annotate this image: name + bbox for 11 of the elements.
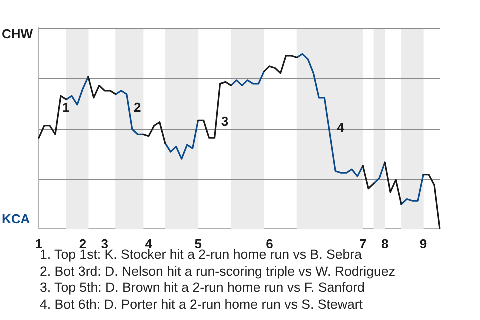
annotation: 1	[62, 100, 70, 115]
text: 3. Top 5th: D. Brown hit a 2-run home run vs F. Sanford	[40, 280, 366, 296]
text: CHW	[2, 26, 34, 42]
annotation: 4	[337, 120, 346, 136]
annotation: 2	[134, 100, 142, 115]
text: KCA	[2, 212, 31, 227]
text: 2. Bot 3rd: D. Nelson hit a run-scoring triple vs W. Rodriguez	[40, 264, 396, 280]
x-tick-label: 7	[359, 236, 367, 252]
annotation: 3	[221, 114, 229, 130]
x-tick-label: 1	[35, 236, 43, 252]
text: 4. Bot 6th: D. Porter hit a 2-run home run vs S. Stewart	[40, 296, 364, 313]
